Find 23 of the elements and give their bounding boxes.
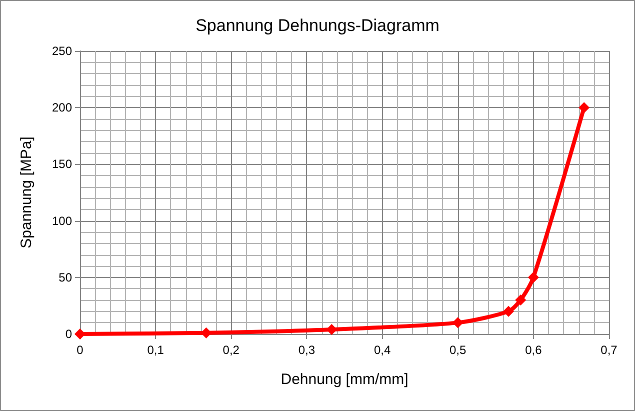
- x-tick-label: 0,1: [147, 343, 164, 357]
- point: [578, 102, 590, 114]
- x-tick-label: 0,5: [450, 343, 467, 357]
- y-axis-title: Spannung [MPa]: [18, 136, 35, 248]
- x-tick-label: 0,6: [525, 343, 542, 357]
- x-axis-title: Dehnung [mm/mm]: [280, 371, 408, 388]
- y-tick-label: 250: [52, 44, 72, 58]
- x-tick-label: 0,3: [298, 343, 316, 357]
- x-tick-label: 0: [76, 343, 84, 357]
- point: [74, 328, 86, 340]
- point: [452, 317, 464, 328]
- chart-title: Spannung Dehnungs-Diagramm: [196, 16, 440, 35]
- y-tick-label: 50: [58, 270, 72, 284]
- point: [528, 272, 539, 283]
- x-tick-label: 0,4: [374, 343, 391, 357]
- point: [515, 294, 526, 306]
- y-tick-label: 0: [65, 327, 72, 341]
- y-tick-label: 200: [52, 100, 72, 115]
- y-tick-label: 100: [52, 214, 72, 228]
- y-tick-label: 150: [52, 157, 72, 172]
- x-tick-label: 0,2: [222, 343, 240, 357]
- x-tick-label: 0,7: [600, 343, 618, 357]
- point: [502, 306, 514, 317]
